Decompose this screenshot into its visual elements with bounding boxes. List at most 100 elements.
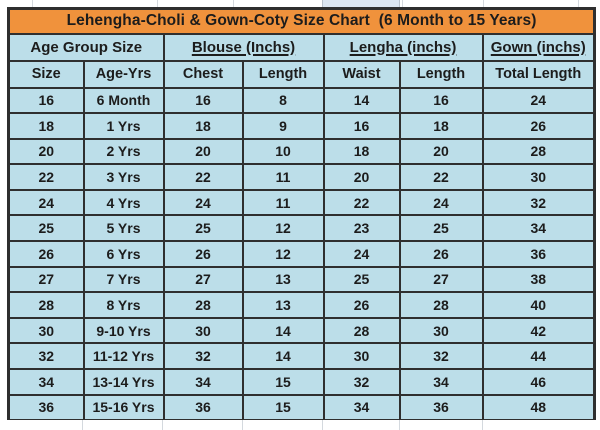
size-row: 26 6 Yrs 26 12 24 26 36 <box>7 240 596 268</box>
size-cell: 24 <box>322 240 401 268</box>
size-cell: 4 Yrs <box>82 188 165 217</box>
size-cell: 10 <box>241 137 325 166</box>
size-cell: 18 <box>7 112 85 140</box>
title-row: Lehengha-Choli & Gown-Coty Size Chart (6… <box>7 7 596 35</box>
size-cell: 9-10 Yrs <box>82 316 165 345</box>
gridline <box>483 0 484 7</box>
gridline <box>82 420 83 430</box>
size-cell: 18 <box>398 112 484 140</box>
size-cell: 22 <box>322 188 401 217</box>
spreadsheet-cell <box>322 0 400 7</box>
column-header-size: Size <box>7 59 85 89</box>
size-cell: 28 <box>322 316 401 345</box>
size-cell: 20 <box>7 137 85 166</box>
size-cell: 28 <box>162 291 244 319</box>
size-cell: 27 <box>398 265 484 294</box>
size-cell: 36 <box>162 393 244 422</box>
gridline <box>242 420 243 430</box>
gridline <box>162 420 163 430</box>
size-cell: 26 <box>322 291 401 319</box>
size-cell: 23 <box>322 214 401 243</box>
size-row: 34 13-14 Yrs 34 15 32 34 46 <box>7 368 596 396</box>
size-cell: 46 <box>481 368 596 396</box>
size-cell: 24 <box>162 188 244 217</box>
size-cell: 26 <box>7 240 85 268</box>
size-cell: 3 Yrs <box>82 163 165 191</box>
size-cell: 14 <box>241 316 325 345</box>
size-cell: 25 <box>322 265 401 294</box>
size-cell: 16 <box>398 86 484 115</box>
size-row: 30 9-10 Yrs 30 14 28 30 42 <box>7 316 596 345</box>
gridline <box>402 0 403 7</box>
gridline <box>157 0 158 7</box>
size-cell: 6 Yrs <box>82 240 165 268</box>
size-cell: 32 <box>481 188 596 217</box>
size-cell: 2 Yrs <box>82 137 165 166</box>
size-row: 18 1 Yrs 18 9 16 18 26 <box>7 112 596 140</box>
size-cell: 8 <box>241 86 325 115</box>
size-cell: 36 <box>481 240 596 268</box>
column-header-blouse-length: Length <box>241 59 325 89</box>
size-cell: 36 <box>7 393 85 422</box>
column-header-lengha-length: Length <box>398 59 484 89</box>
size-cell: 27 <box>162 265 244 294</box>
spreadsheet-gridlines-bottom <box>0 420 600 430</box>
gridline <box>233 0 234 7</box>
size-cell: 13 <box>241 265 325 294</box>
size-cell: 48 <box>481 393 596 422</box>
spreadsheet-gridlines-top <box>0 0 600 7</box>
size-cell: 16 <box>322 112 401 140</box>
size-row: 36 15-16 Yrs 36 15 34 36 48 <box>7 393 596 422</box>
size-row: 32 11-12 Yrs 32 14 30 32 44 <box>7 342 596 371</box>
size-row: 28 8 Yrs 28 13 26 28 40 <box>7 291 596 319</box>
size-cell: 11-12 Yrs <box>82 342 165 371</box>
size-table-body: 16 6 Month 16 8 14 16 24 18 1 Yrs 18 9 16 18 26 20 2 Yr… <box>7 86 596 422</box>
column-header-total-length: Total Length <box>481 59 596 89</box>
gridline <box>399 420 400 430</box>
size-cell: 15 <box>241 393 325 422</box>
group-header-gown: Gown (inchs) <box>481 32 596 62</box>
size-cell: 34 <box>7 368 85 396</box>
size-cell: 12 <box>241 240 325 268</box>
size-cell: 32 <box>398 342 484 371</box>
size-cell: 14 <box>322 86 401 115</box>
size-cell: 30 <box>481 163 596 191</box>
size-cell: 26 <box>398 240 484 268</box>
size-cell: 6 Month <box>82 86 165 115</box>
size-cell: 15-16 Yrs <box>82 393 165 422</box>
size-cell: 28 <box>7 291 85 319</box>
size-cell: 16 <box>162 86 244 115</box>
size-cell: 27 <box>7 265 85 294</box>
size-cell: 11 <box>241 163 325 191</box>
size-cell: 24 <box>398 188 484 217</box>
chart-title: Lehengha-Choli & Gown-Coty Size Chart (6… <box>7 7 596 35</box>
size-cell: 25 <box>398 214 484 243</box>
group-header-lengha: Lengha (inchs) <box>322 32 484 62</box>
size-cell: 22 <box>7 163 85 191</box>
size-cell: 38 <box>481 265 596 294</box>
size-cell: 26 <box>162 240 244 268</box>
size-cell: 34 <box>481 214 596 243</box>
size-cell: 16 <box>7 86 85 115</box>
size-cell: 5 Yrs <box>82 214 165 243</box>
size-cell: 32 <box>162 342 244 371</box>
size-row: 25 5 Yrs 25 12 23 25 34 <box>7 214 596 243</box>
column-header-chest: Chest <box>162 59 244 89</box>
size-cell: 12 <box>241 214 325 243</box>
size-cell: 7 Yrs <box>82 265 165 294</box>
size-chart-table: Lehengha-Choli & Gown-Coty Size Chart (6… <box>7 7 597 422</box>
size-cell: 34 <box>322 393 401 422</box>
size-cell: 15 <box>241 368 325 396</box>
gridline <box>322 420 323 430</box>
size-cell: 32 <box>7 342 85 371</box>
size-cell: 22 <box>162 163 244 191</box>
size-cell: 34 <box>398 368 484 396</box>
size-cell: 25 <box>162 214 244 243</box>
size-cell: 8 Yrs <box>82 291 165 319</box>
column-header-row: Size Age-Yrs Chest Length Waist Length T… <box>7 59 596 89</box>
size-cell: 13 <box>241 291 325 319</box>
size-cell: 11 <box>241 188 325 217</box>
size-row: 16 6 Month 16 8 14 16 24 <box>7 86 596 115</box>
group-header-row: Age Group Size Blouse (Inchs) Lengha (in… <box>7 32 596 62</box>
